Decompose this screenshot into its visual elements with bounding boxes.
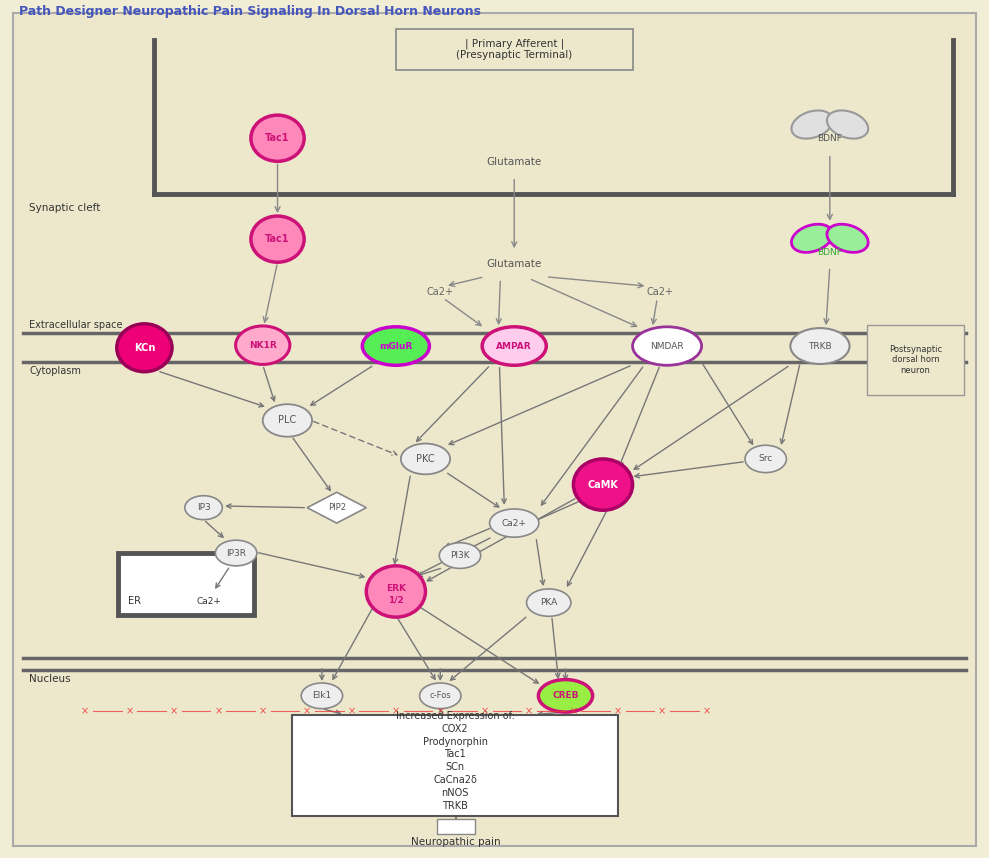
Ellipse shape (185, 496, 223, 520)
Ellipse shape (538, 680, 592, 712)
Text: ×: × (259, 706, 267, 716)
Text: Ca2+: Ca2+ (196, 597, 221, 606)
Text: ×: × (570, 706, 578, 716)
Ellipse shape (827, 111, 868, 139)
Text: ×: × (81, 706, 89, 716)
Text: NMDAR: NMDAR (651, 341, 684, 351)
Ellipse shape (216, 541, 257, 565)
Text: ×: × (347, 706, 356, 716)
Text: CaMK: CaMK (587, 480, 618, 490)
Text: PKC: PKC (416, 454, 435, 464)
Text: Glutamate: Glutamate (487, 157, 542, 167)
Text: IP3R: IP3R (226, 548, 246, 558)
Text: Ca2+: Ca2+ (647, 287, 674, 297)
Text: NK1R: NK1R (249, 341, 277, 350)
Text: mGluR: mGluR (379, 341, 412, 351)
Text: Neuropathic pain: Neuropathic pain (411, 837, 500, 847)
Text: ×: × (215, 706, 223, 716)
Ellipse shape (302, 683, 342, 709)
Text: Path Designer Neuropathic Pain Signaling In Dorsal Horn Neurons: Path Designer Neuropathic Pain Signaling… (19, 5, 481, 18)
Bar (867, 324, 964, 395)
Text: ×: × (658, 706, 667, 716)
Ellipse shape (362, 327, 429, 366)
Polygon shape (308, 492, 366, 523)
Text: KCn: KCn (134, 342, 155, 353)
Ellipse shape (791, 111, 833, 139)
Text: Glutamate: Glutamate (487, 259, 542, 269)
Ellipse shape (633, 327, 701, 366)
Text: ×: × (614, 706, 622, 716)
Text: 1/2: 1/2 (388, 595, 404, 605)
Circle shape (251, 216, 305, 263)
Text: ×: × (525, 706, 533, 716)
Ellipse shape (790, 328, 850, 364)
Text: ×: × (392, 706, 400, 716)
Bar (437, 819, 475, 834)
Text: ×: × (481, 706, 489, 716)
Text: AMPAR: AMPAR (496, 341, 532, 351)
Circle shape (251, 115, 305, 161)
Circle shape (366, 565, 425, 617)
Ellipse shape (401, 444, 450, 474)
Text: ERK: ERK (386, 584, 405, 594)
Ellipse shape (827, 224, 868, 252)
Text: BDNF: BDNF (817, 134, 843, 142)
Text: ×: × (170, 706, 178, 716)
Text: Ca2+: Ca2+ (501, 518, 527, 528)
Text: IP3: IP3 (197, 503, 211, 512)
Bar (293, 715, 618, 816)
Text: PIP2: PIP2 (327, 503, 346, 512)
Text: c-Fos: c-Fos (429, 692, 451, 700)
Text: Tac1: Tac1 (265, 133, 290, 143)
Circle shape (574, 459, 633, 511)
Text: ×: × (436, 706, 444, 716)
Text: ×: × (702, 706, 711, 716)
Text: ×: × (126, 706, 134, 716)
Text: Increased Expression of:
COX2
Prodynorphin
Tac1
SCn
CaCna2δ
nNOS
TRKB: Increased Expression of: COX2 Prodynorph… (396, 711, 514, 811)
Text: Extracellular space: Extracellular space (29, 320, 123, 329)
Circle shape (117, 323, 172, 372)
Text: Ca2+: Ca2+ (427, 287, 454, 297)
Text: Cytoplasm: Cytoplasm (29, 366, 81, 376)
Text: Nucleus: Nucleus (29, 674, 70, 684)
Ellipse shape (745, 445, 786, 473)
Bar (396, 29, 633, 69)
Bar (118, 553, 254, 614)
Ellipse shape (263, 404, 313, 437)
Text: PLC: PLC (278, 415, 297, 426)
Text: BDNF: BDNF (817, 248, 843, 257)
Text: PKA: PKA (540, 598, 558, 607)
Text: Elk1: Elk1 (313, 692, 331, 700)
Text: Src: Src (759, 455, 772, 463)
Text: TRKB: TRKB (808, 341, 832, 351)
Text: Postsynaptic
dorsal horn
neuron: Postsynaptic dorsal horn neuron (889, 345, 943, 375)
Text: | Primary Afferent |
(Presynaptic Terminal): | Primary Afferent | (Presynaptic Termin… (456, 39, 573, 60)
Ellipse shape (439, 543, 481, 568)
Text: CREB: CREB (552, 692, 579, 700)
Ellipse shape (526, 589, 571, 616)
Ellipse shape (419, 683, 461, 709)
Text: ER: ER (128, 596, 140, 606)
Text: Tac1: Tac1 (265, 234, 290, 245)
Ellipse shape (235, 326, 290, 365)
Ellipse shape (483, 327, 546, 366)
Ellipse shape (791, 224, 833, 252)
Text: PI3K: PI3K (450, 551, 470, 560)
Text: ×: × (303, 706, 312, 716)
Text: Synaptic cleft: Synaptic cleft (29, 203, 100, 214)
Ellipse shape (490, 509, 539, 537)
